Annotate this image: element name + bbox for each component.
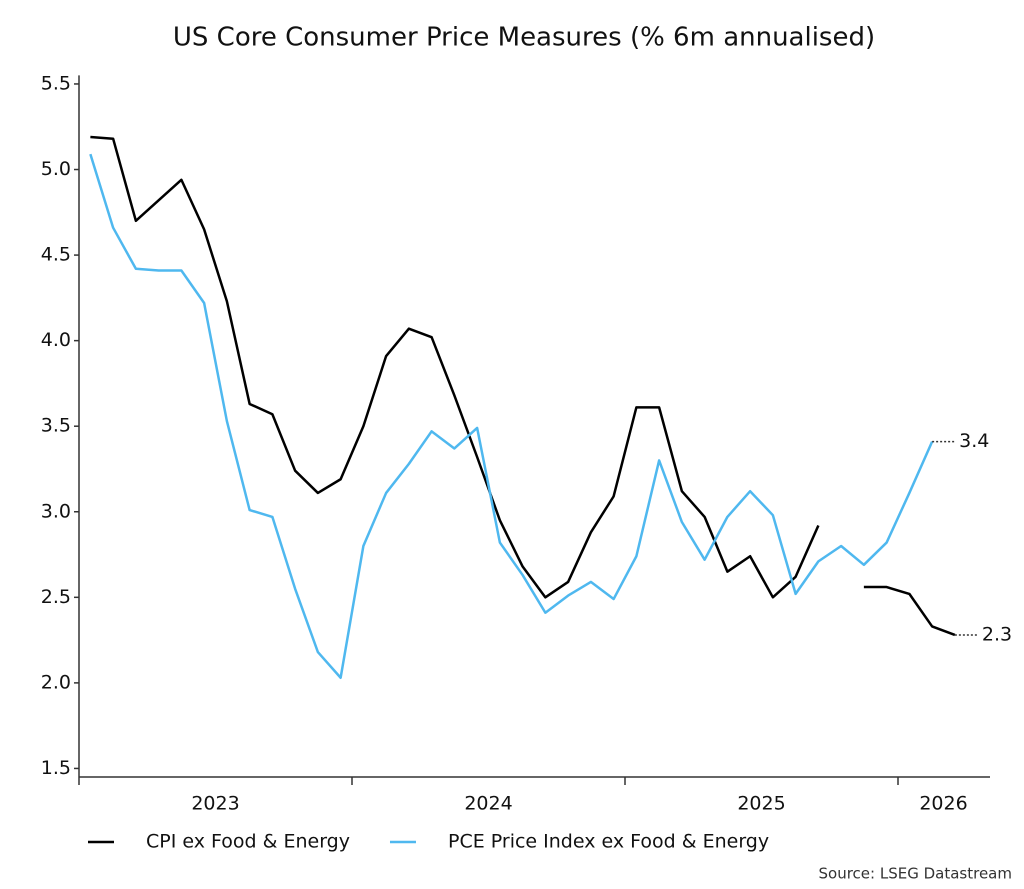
legend-label: PCE Price Index ex Food & Energy [448,831,769,853]
y-tick-label: 3.0 [41,500,71,522]
series-line [863,585,956,637]
y-tick-label: 2.0 [41,671,71,693]
x-tick-label: 2025 [737,793,785,815]
legend-label: CPI ex Food & Energy [146,831,350,853]
chart-title: US Core Consumer Price Measures (% 6m an… [173,23,875,53]
source-note: Source: LSEG Datastream [819,865,1012,883]
y-tick-label: 2.5 [41,586,71,608]
x-tick-label: 2023 [191,793,239,815]
y-tick-label: 4.0 [41,329,71,351]
series-line [90,135,820,599]
y-tick-label: 4.5 [41,244,71,266]
series-line [89,153,934,679]
y-tick-label: 5.5 [41,72,71,94]
x-tick-label: 2024 [464,793,512,815]
y-tick-label: 5.0 [41,158,71,180]
x-tick-label: 2026 [919,793,967,815]
y-tick-label: 1.5 [41,757,71,779]
data-label: 3.4 [959,430,989,452]
y-tick-label: 3.5 [41,415,71,437]
data-label: 2.3 [982,623,1012,645]
